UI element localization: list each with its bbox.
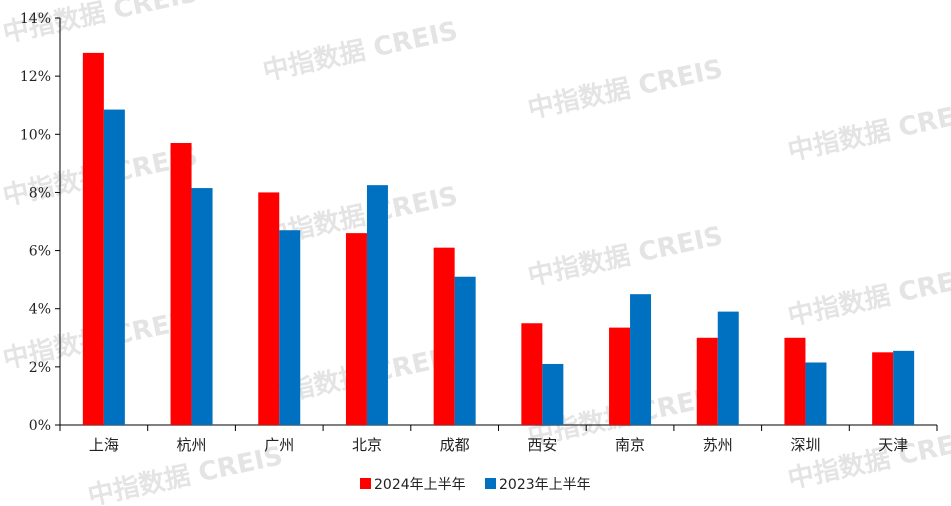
bar-series-2024: [521, 323, 543, 425]
x-category-label: 上海: [89, 436, 119, 454]
x-category-label: 西安: [527, 436, 557, 454]
y-tick-label: 4%: [29, 302, 51, 318]
bar-series-2024: [170, 143, 192, 425]
y-tick-label: 10%: [20, 127, 51, 143]
watermark-text: 中指数据 CREIS: [785, 96, 951, 167]
legend-label: 2024年上半年: [374, 477, 466, 493]
bar-series-2024: [609, 327, 631, 425]
legend-swatch: [360, 478, 371, 489]
bar-series-2023: [893, 350, 915, 425]
legend-label: 2023年上半年: [499, 477, 591, 493]
bar-series-2023: [366, 185, 388, 425]
y-tick-label: 14%: [20, 11, 51, 27]
y-tick-label: 8%: [29, 185, 51, 201]
y-tick-label: 6%: [29, 244, 51, 260]
watermark-text: 中指数据 CREIS: [525, 54, 725, 125]
x-axis-ticks: 上海 杭州 广州 北京 成都 西安 南京 苏州 深圳 天津: [59, 425, 938, 454]
bar-series-2024: [82, 52, 104, 426]
bar-series-2024: [872, 352, 894, 425]
bar-series-2023: [103, 109, 125, 425]
bar-series-2024: [696, 337, 718, 425]
y-tick-label: 12%: [20, 69, 51, 85]
bar-series-2024: [345, 233, 367, 425]
bar-series-2024: [433, 247, 455, 425]
bars: [82, 52, 915, 426]
x-category-label: 苏州: [703, 436, 733, 454]
watermark-text: 中指数据 CREIS: [785, 424, 951, 495]
bar-series-2023: [454, 276, 476, 425]
bar-series-2024: [784, 337, 806, 425]
bar-series-2023: [279, 230, 301, 425]
legend-swatch: [485, 478, 496, 489]
x-category-label: 广州: [264, 436, 294, 454]
x-category-label: 南京: [615, 436, 645, 454]
legend: 2024年上半年 2023年上半年: [360, 477, 591, 493]
y-tick-label: 0%: [29, 418, 51, 434]
bar-series-2023: [191, 188, 213, 425]
watermark-text: 中指数据 CREIS: [525, 221, 725, 292]
x-category-label: 杭州: [177, 436, 207, 454]
x-category-label: 成都: [440, 436, 470, 454]
x-category-label: 天津: [878, 436, 908, 454]
watermark-text: 中指数据 CREIS: [785, 261, 951, 332]
bar-series-2023: [717, 311, 739, 425]
bar-series-2023: [630, 294, 652, 425]
x-category-label: 北京: [352, 436, 382, 454]
y-axis-ticks: 0% 2% 4% 6% 8% 10% 12% 14%: [20, 11, 60, 434]
watermark-text: 中指数据 CREIS: [785, 0, 951, 7]
bar-series-2023: [542, 363, 564, 425]
watermark-text: 中指数据 CREIS: [260, 16, 460, 87]
y-tick-label: 2%: [29, 360, 51, 376]
bar-series-2024: [258, 192, 280, 425]
x-category-label: 深圳: [790, 436, 820, 454]
bar-series-2023: [805, 362, 827, 425]
